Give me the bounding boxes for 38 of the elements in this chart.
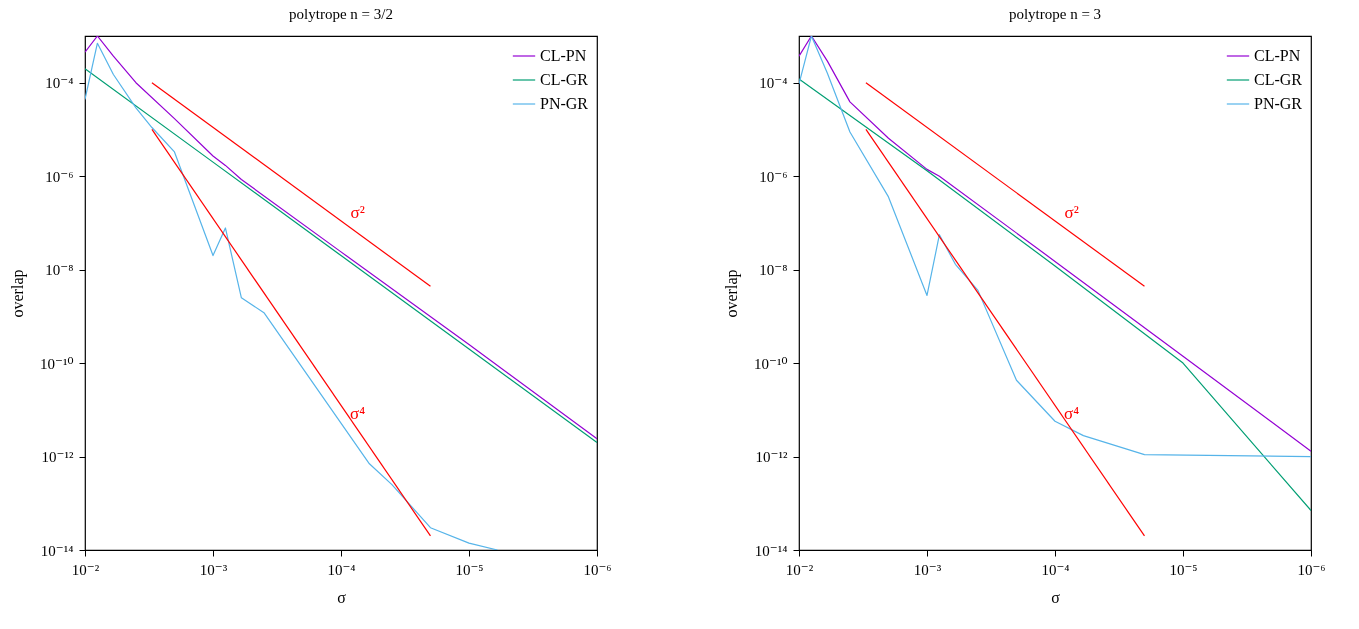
x-tick-label: 10⁻⁵ [1169, 561, 1198, 578]
chart-title: polytrope n = 3 [1008, 6, 1102, 22]
legend-label: CL-GR [540, 71, 589, 88]
y-tick-label: 10⁻¹⁴ [754, 542, 788, 559]
chart-title: polytrope n = 3/2 [289, 6, 393, 22]
annotation: σ⁴ [350, 404, 366, 424]
legend-label: CL-PN [1254, 47, 1301, 64]
legend-label: CL-GR [1254, 71, 1303, 88]
y-tick-label: 10⁻⁶ [45, 168, 74, 185]
legend-label: CL-PN [540, 47, 587, 64]
x-tick-label: 10⁻⁶ [583, 561, 612, 578]
y-axis-title: overlap [9, 269, 28, 318]
legend-label: PN-GR [540, 95, 589, 112]
x-tick-label: 10⁻⁶ [1297, 561, 1326, 578]
y-tick-label: 10⁻¹² [755, 449, 788, 466]
y-tick-label: 10⁻⁴ [45, 75, 74, 92]
x-axis-title: σ [337, 588, 347, 606]
annotation: σ² [350, 203, 365, 223]
y-tick-label: 10⁻¹² [41, 449, 74, 466]
y-tick-label: 10⁻¹⁴ [40, 542, 74, 559]
x-tick-label: 10⁻⁵ [455, 561, 484, 578]
annotation: σ² [1064, 203, 1079, 223]
y-axis-title: overlap [723, 269, 742, 318]
y-tick-label: 10⁻⁴ [759, 75, 788, 92]
y-tick-label: 10⁻⁶ [759, 168, 788, 185]
legend-label: PN-GR [1254, 95, 1303, 112]
x-tick-label: 10⁻² [71, 561, 100, 578]
x-tick-label: 10⁻² [785, 561, 814, 578]
x-tick-label: 10⁻⁴ [327, 561, 356, 578]
x-axis-title: σ [1051, 588, 1061, 606]
y-tick-label: 10⁻¹⁰ [40, 355, 74, 372]
y-tick-label: 10⁻⁸ [759, 262, 788, 279]
annotation: σ⁴ [1064, 404, 1080, 424]
y-tick-label: 10⁻⁸ [45, 262, 74, 279]
x-tick-label: 10⁻⁴ [1041, 561, 1070, 578]
y-tick-label: 10⁻¹⁰ [754, 355, 788, 372]
x-tick-label: 10⁻³ [913, 561, 942, 578]
x-tick-label: 10⁻³ [199, 561, 228, 578]
